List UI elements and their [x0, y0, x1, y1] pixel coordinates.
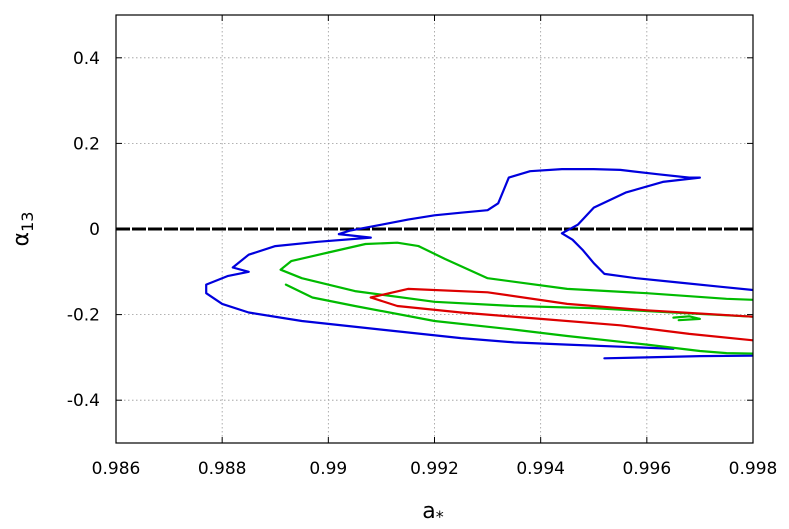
y-tick-label: 0 [89, 220, 100, 240]
contour-line [369, 296, 753, 342]
contour-series-1 [205, 168, 753, 360]
x-axis-label-subscript: * [436, 507, 444, 526]
x-tick-label: 0.992 [410, 459, 459, 479]
contour-line [337, 168, 753, 292]
x-tick-label: 0.996 [622, 459, 671, 479]
contour-line [417, 245, 753, 301]
y-axis-label-main: α [9, 232, 34, 247]
contour-line [672, 315, 701, 322]
x-tick-label: 0.986 [92, 459, 141, 479]
x-tick-label: 0.99 [309, 459, 347, 479]
y-axis-ticks: 0.4 0.2 0 -0.2 -0.4 [67, 49, 753, 411]
x-axis-label: a* [422, 499, 443, 526]
y-tick-label: 0.2 [73, 134, 100, 154]
contour-line [205, 233, 675, 350]
contour-series-3 [369, 287, 753, 342]
y-tick-label: 0.4 [73, 49, 100, 69]
contours [205, 168, 753, 360]
y-axis-label-subscript: 13 [18, 212, 37, 232]
grid-lines [116, 15, 753, 443]
y-axis-label: α13 [9, 212, 37, 247]
contour-line [284, 283, 753, 355]
x-tick-label: 0.994 [516, 459, 565, 479]
y-tick-label: -0.4 [67, 391, 100, 411]
x-axis-ticks: 0.986 0.988 0.99 0.992 0.994 0.996 0.998 [92, 15, 778, 479]
y-tick-label: -0.2 [67, 306, 100, 326]
contour-line [369, 287, 753, 318]
x-tick-label: 0.998 [729, 459, 778, 479]
x-tick-label: 0.988 [198, 459, 247, 479]
contour-line [603, 354, 753, 360]
x-axis-label-main: a [422, 499, 435, 524]
